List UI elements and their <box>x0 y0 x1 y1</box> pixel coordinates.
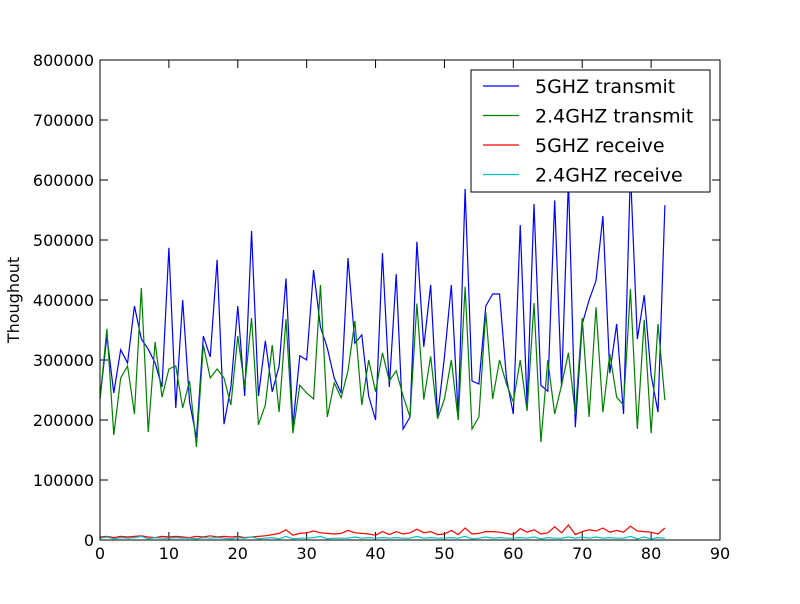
legend: 5GHZ transmit 2.4GHZ transmit 5GHZ receive… <box>470 69 711 193</box>
y-tick-label: 500000 <box>33 231 94 250</box>
legend-label: 5GHZ transmit <box>535 76 675 98</box>
y-axis: 0 100000 200000 300000 400000 500000 600000 700… <box>33 51 720 550</box>
y-tick-label: 300000 <box>33 351 94 370</box>
y-tick-label: 100000 <box>33 471 94 490</box>
series-line-2-4ghz-receive <box>99 535 665 540</box>
y-axis-label: Thoughout <box>4 257 23 344</box>
series-line-5ghz-receive <box>99 524 666 539</box>
x-tick-label: 40 <box>365 544 385 563</box>
plot-frame <box>99 59 721 541</box>
x-tick-label: 0 <box>95 544 105 563</box>
x-axis: 0 10 20 30 40 50 60 70 80 90 <box>95 60 730 563</box>
x-tick-label: 50 <box>434 544 454 563</box>
y-tick-label: 0 <box>84 531 94 550</box>
legend-box <box>470 69 711 193</box>
y-tick-label: 800000 <box>33 51 94 70</box>
y-tick-label: 400000 <box>33 291 94 310</box>
x-tick-label: 70 <box>572 544 592 563</box>
x-tick-label: 80 <box>641 544 661 563</box>
y-tick-label: 600000 <box>33 171 94 190</box>
x-tick-label: 90 <box>710 544 730 563</box>
y-tick-label: 200000 <box>33 411 94 430</box>
series-layer <box>99 170 666 540</box>
x-tick-label: 10 <box>159 544 179 563</box>
legend-label: 5GHZ receive <box>535 135 665 157</box>
x-tick-label: 60 <box>503 544 523 563</box>
legend-label: 2.4GHZ receive <box>535 165 683 187</box>
series-line-2-4ghz-transmit <box>99 284 666 448</box>
x-tick-label: 20 <box>228 544 248 563</box>
y-tick-label: 700000 <box>33 111 94 130</box>
legend-label: 2.4GHZ transmit <box>535 106 693 128</box>
x-tick-label: 30 <box>296 544 316 563</box>
